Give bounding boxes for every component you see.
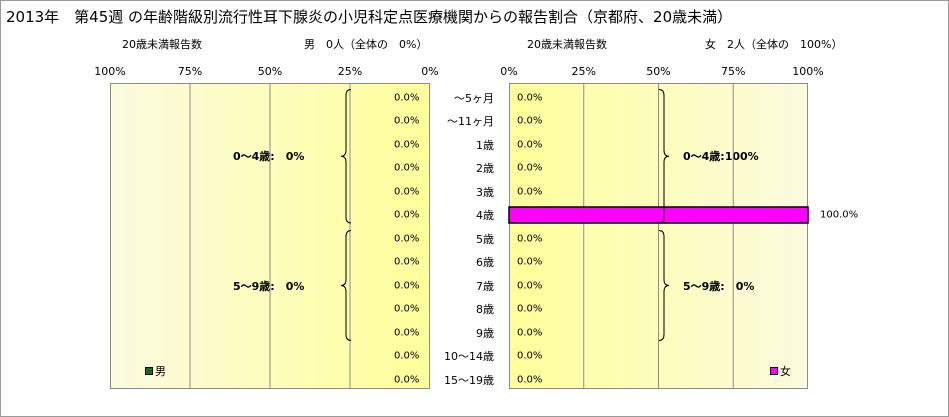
female-value-label: 0.0% <box>517 233 543 244</box>
female-value-label: 0.0% <box>517 115 543 127</box>
age-category-label: 8歳 <box>476 303 494 316</box>
female-value-label: 0.0% <box>517 256 543 268</box>
left-header-label: 20歳未満報告数 <box>122 38 202 51</box>
age-category-label: 15～19歳 <box>444 373 494 387</box>
female-value-label: 0.0% <box>517 139 543 150</box>
female-value-label: 0.0% <box>517 374 543 385</box>
male-value-label: 0.0% <box>394 139 420 150</box>
female-value-label: 0.0% <box>517 162 543 174</box>
right-axis-tick-label: 25% <box>571 65 596 78</box>
female-value-label: 0.0% <box>517 92 543 103</box>
female-value-label: 0.0% <box>517 327 543 338</box>
left-axis-tick-label: 25% <box>337 65 363 78</box>
age-category-label: 1歳 <box>476 138 494 152</box>
left-header-count: 男 0人（全体の 0%） <box>304 38 428 51</box>
female-value-label: 0.0% <box>517 280 543 291</box>
male-group-label: 0～4歳: 0% <box>233 150 305 164</box>
right-age-group-brace <box>658 230 670 341</box>
left-age-group-brace <box>340 89 352 224</box>
right-header-label: 20歳未満報告数 <box>527 38 607 51</box>
male-value-label: 0.0% <box>394 209 420 221</box>
age-category-label: ～5ヶ月 <box>454 91 494 105</box>
male-value-label: 0.0% <box>394 303 420 315</box>
female-legend: 女 <box>770 363 791 379</box>
male-value-label: 0.0% <box>394 280 420 291</box>
male-value-label: 0.0% <box>394 115 420 127</box>
age-category-label: 6歳 <box>476 256 494 269</box>
male-legend-swatch <box>145 367 153 375</box>
right-axis-tick-label: 75% <box>721 65 746 78</box>
female-legend-label: 女 <box>780 365 791 378</box>
left-axis-tick-label: 100% <box>94 65 126 78</box>
right-age-group-brace <box>658 89 670 224</box>
male-group-label: 5～9歳: 0% <box>233 279 305 293</box>
age-category-label: 9歳 <box>476 326 494 340</box>
age-category-label: 4歳 <box>476 209 494 222</box>
female-legend-swatch <box>770 367 778 375</box>
female-group-label: 5～9歳: 0% <box>683 279 755 293</box>
male-value-label: 0.0% <box>394 186 420 197</box>
female-group-label: 0～4歳:100% <box>683 150 759 164</box>
left-axis-tick-label: 0% <box>421 65 439 78</box>
male-value-label: 0.0% <box>394 374 420 385</box>
female-value-label: 100.0% <box>820 209 859 221</box>
left-axis-tick-label: 50% <box>257 65 283 78</box>
left-axis-tick-label: 75% <box>177 65 203 78</box>
male-value-label: 0.0% <box>394 233 420 244</box>
male-legend-label: 男 <box>155 365 166 378</box>
male-value-label: 0.0% <box>394 327 420 338</box>
female-value-label: 0.0% <box>517 186 543 197</box>
male-value-label: 0.0% <box>394 162 420 174</box>
male-value-label: 0.0% <box>394 350 420 362</box>
chart-title: 2013年 第45週 の年齢階級別流行性耳下腺炎の小児科定点医療機関からの報告割… <box>6 8 733 26</box>
male-value-label: 0.0% <box>394 256 420 268</box>
female-bar <box>508 206 809 224</box>
age-category-label: 3歳 <box>476 185 494 199</box>
age-category-label: 10～14歳 <box>444 350 494 363</box>
age-category-label: 2歳 <box>476 162 494 175</box>
age-category-label: ～11ヶ月 <box>447 115 494 128</box>
age-category-label: 7歳 <box>476 279 494 293</box>
age-category-label: 5歳 <box>476 232 494 246</box>
female-value-label: 0.0% <box>517 350 543 362</box>
male-value-label: 0.0% <box>394 92 420 103</box>
male-legend: 男 <box>145 363 166 379</box>
right-axis-tick-label: 100% <box>792 65 824 78</box>
left-age-group-brace <box>340 230 352 341</box>
right-header-count: 女 2人（全体の 100%） <box>705 38 843 51</box>
right-axis-tick-label: 0% <box>500 65 518 78</box>
female-value-label: 0.0% <box>517 303 543 315</box>
right-axis-tick-label: 50% <box>646 65 671 78</box>
